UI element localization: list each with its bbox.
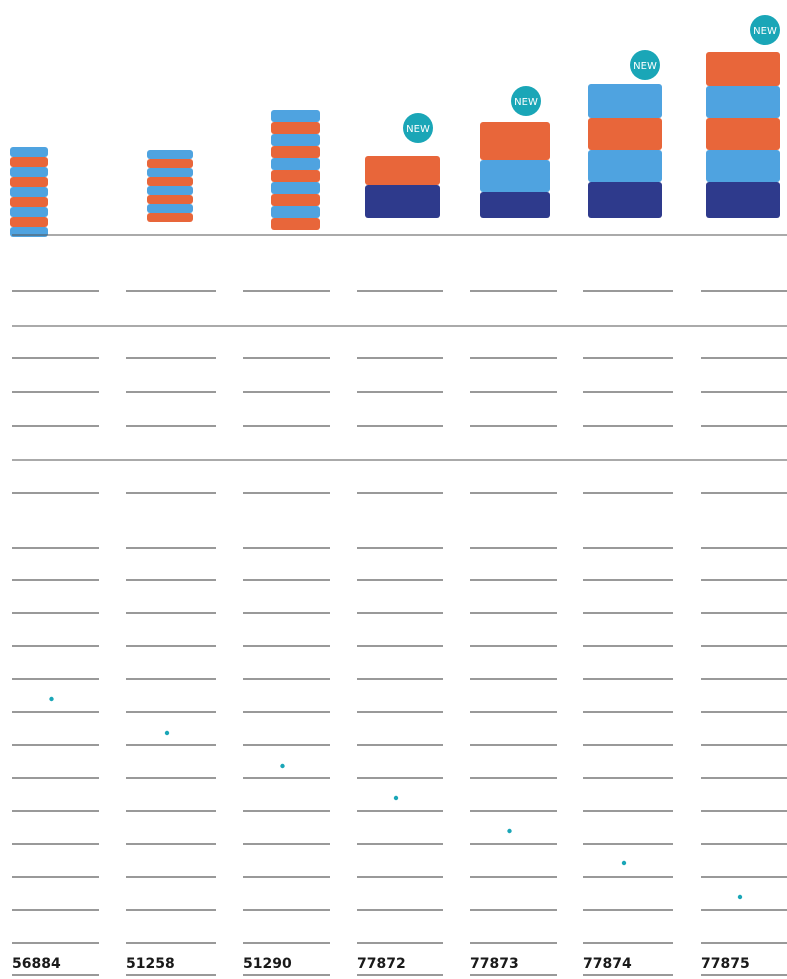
- product-image-part: [271, 122, 320, 134]
- product-image-part: [271, 194, 320, 206]
- indicator-dot: [507, 828, 512, 834]
- indicator-dot: [621, 860, 627, 866]
- product-image-part: [147, 177, 193, 186]
- product-image-part: [480, 160, 550, 192]
- product-image-part: [365, 156, 440, 185]
- product-image-part: [10, 157, 48, 167]
- product-image-part: [271, 110, 320, 122]
- new-badge-text: NEW: [633, 61, 657, 72]
- product-image-part: [147, 195, 193, 204]
- new-badge-text: NEW: [406, 124, 430, 135]
- product-number: 77872: [357, 956, 406, 972]
- product-image-part: [480, 122, 550, 160]
- indicator-dot: [164, 730, 170, 736]
- new-badge-text: NEW: [753, 26, 777, 37]
- indicator-dot: [737, 894, 743, 900]
- product-image-part: [271, 206, 320, 218]
- product-number: 51258: [126, 956, 175, 972]
- new-badge: [630, 50, 660, 80]
- product-image-part: [588, 84, 662, 118]
- product-image-part: [10, 147, 48, 157]
- product-image-part: [271, 182, 320, 194]
- product-image-part: [147, 186, 193, 195]
- product-image-part: [271, 146, 320, 158]
- product-image-part: [480, 192, 550, 218]
- product-image-part: [10, 207, 48, 217]
- product-image-part: [147, 204, 193, 213]
- product-image-part: [10, 167, 48, 177]
- product-image-part: [706, 118, 780, 150]
- product-number: 77874: [583, 956, 632, 972]
- product-image-part: [147, 159, 193, 168]
- product-image-part: [271, 170, 320, 182]
- indicator-dot: [393, 795, 399, 801]
- indicator-dot: [49, 696, 54, 702]
- product-image-part: [706, 86, 780, 118]
- product-image-part: [706, 150, 780, 182]
- product-number: 77875: [701, 956, 750, 972]
- product-image-part: [147, 168, 193, 177]
- product-image-part: [588, 150, 662, 182]
- new-badge: [403, 113, 433, 143]
- product-image-part: [365, 185, 440, 218]
- indicator-dot: [280, 763, 285, 769]
- product-image-part: [10, 197, 48, 207]
- new-badge: [750, 15, 780, 45]
- new-badge-text: NEW: [514, 97, 538, 108]
- product-image-part: [271, 158, 320, 170]
- product-image-part: [271, 134, 320, 146]
- product-number: 56884: [12, 956, 61, 972]
- product-image-part: [706, 52, 780, 86]
- product-image-part: [10, 217, 48, 227]
- product-image-part: [706, 182, 780, 218]
- product-image-part: [10, 187, 48, 197]
- product-image-part: [588, 182, 662, 218]
- product-image-part: [147, 213, 193, 222]
- product-number: 51290: [243, 956, 292, 972]
- product-image-part: [588, 118, 662, 150]
- new-badge: [511, 86, 541, 116]
- product-image-part: [147, 150, 193, 159]
- product-image-part: [10, 177, 48, 187]
- product-number: 77873: [470, 956, 519, 972]
- product-image-part: [271, 218, 320, 230]
